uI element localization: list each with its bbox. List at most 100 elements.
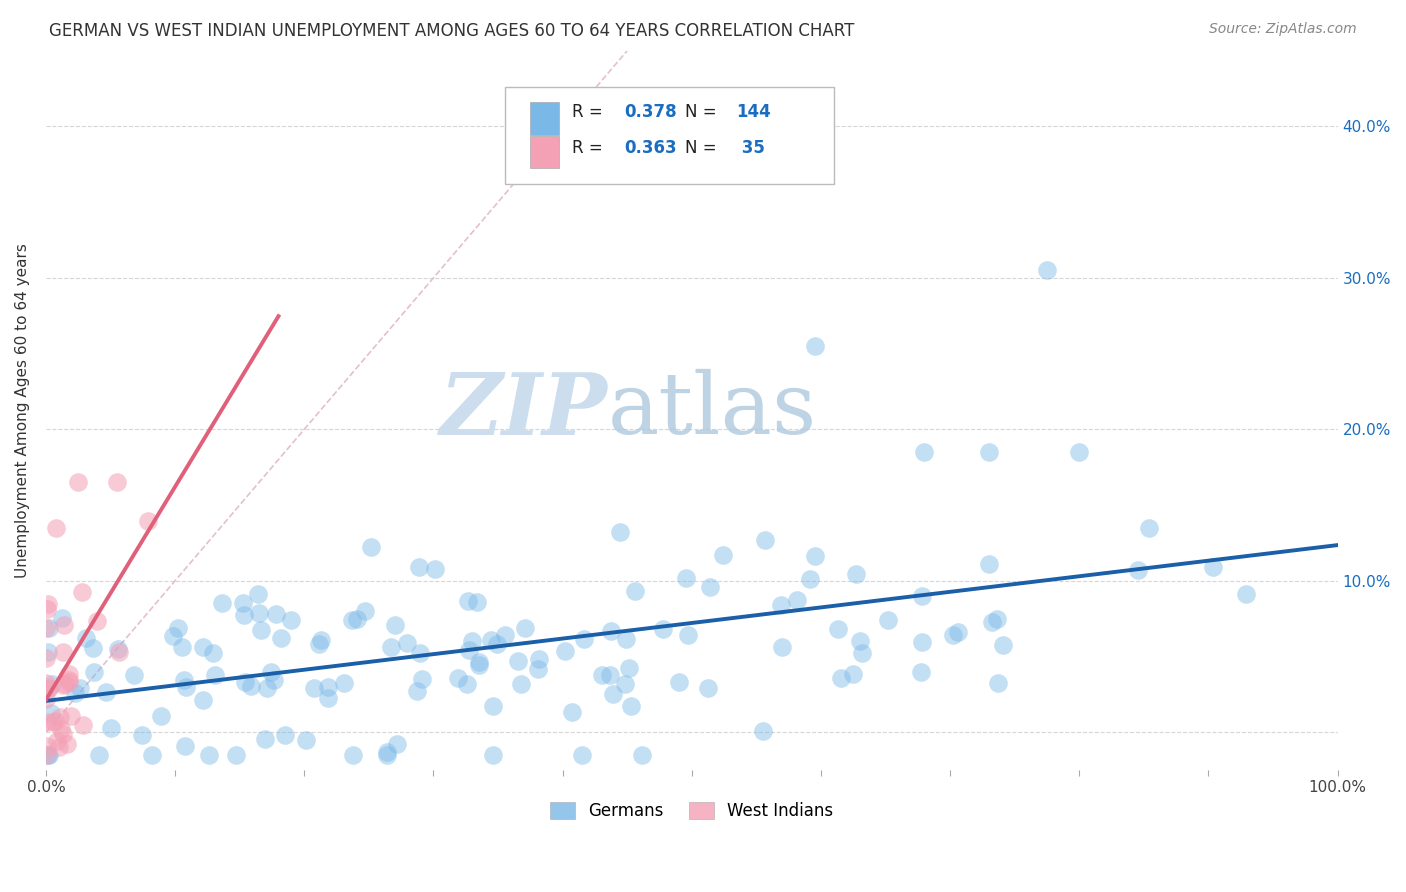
- Point: [198, 747, 221, 762]
- Point: [346, 612, 368, 626]
- Point: [981, 615, 1004, 629]
- Point: [191, 640, 214, 654]
- Point: [48, 710, 70, 724]
- Point: [42, 715, 65, 730]
- Point: [100, 721, 122, 735]
- Point: [53, 677, 76, 691]
- Point: [239, 679, 262, 693]
- FancyBboxPatch shape: [530, 136, 558, 168]
- FancyBboxPatch shape: [505, 87, 834, 184]
- Point: [851, 646, 873, 660]
- Point: [485, 637, 508, 651]
- Text: GERMAN VS WEST INDIAN UNEMPLOYMENT AMONG AGES 60 TO 64 YEARS CORRELATION CHART: GERMAN VS WEST INDIAN UNEMPLOYMENT AMONG…: [49, 22, 855, 40]
- Point: [302, 681, 325, 695]
- Text: Source: ZipAtlas.com: Source: ZipAtlas.com: [1209, 22, 1357, 37]
- Point: [89, 747, 111, 762]
- Point: [316, 690, 339, 705]
- Point: [527, 662, 550, 676]
- Text: 0.378: 0.378: [624, 103, 678, 120]
- Point: [411, 672, 433, 686]
- Point: [385, 737, 408, 751]
- Point: [1137, 520, 1160, 534]
- Point: [35, 739, 58, 754]
- Point: [56, 737, 79, 751]
- Point: [458, 642, 481, 657]
- Point: [247, 606, 270, 620]
- Point: [804, 549, 827, 563]
- Point: [69, 681, 91, 695]
- Point: [333, 675, 356, 690]
- Point: [979, 558, 1001, 572]
- Point: [44, 714, 66, 729]
- Point: [94, 685, 117, 699]
- Text: 0.363: 0.363: [624, 139, 678, 157]
- Point: [294, 732, 316, 747]
- Point: [174, 680, 197, 694]
- Point: [447, 671, 470, 685]
- Point: [910, 665, 932, 679]
- Point: [631, 747, 654, 762]
- Text: atlas: atlas: [607, 368, 817, 452]
- Point: [253, 731, 276, 746]
- Point: [942, 628, 965, 642]
- Point: [465, 595, 488, 609]
- Point: [246, 587, 269, 601]
- Point: [912, 445, 935, 459]
- Point: [911, 590, 934, 604]
- Point: [280, 613, 302, 627]
- Point: [697, 681, 720, 695]
- Point: [572, 632, 595, 646]
- Point: [41, 677, 63, 691]
- Point: [52, 617, 75, 632]
- Legend: Germans, West Indians: Germans, West Indians: [544, 795, 839, 826]
- Point: [554, 644, 576, 658]
- Point: [375, 747, 398, 762]
- Point: [408, 559, 430, 574]
- Point: [668, 674, 690, 689]
- FancyBboxPatch shape: [530, 103, 558, 135]
- Point: [86, 615, 108, 629]
- Point: [827, 623, 849, 637]
- Point: [1128, 563, 1150, 577]
- Point: [131, 728, 153, 742]
- Point: [141, 747, 163, 762]
- Point: [384, 618, 406, 632]
- Point: [482, 698, 505, 713]
- Point: [58, 673, 80, 688]
- Point: [395, 635, 418, 649]
- Point: [977, 445, 1000, 459]
- Point: [51, 678, 73, 692]
- Point: [52, 645, 75, 659]
- Text: R =: R =: [572, 103, 607, 120]
- Point: [624, 583, 647, 598]
- Point: [600, 624, 623, 638]
- Point: [232, 596, 254, 610]
- Point: [948, 624, 970, 639]
- Point: [1036, 263, 1059, 277]
- Point: [51, 722, 73, 736]
- Point: [494, 627, 516, 641]
- Point: [51, 611, 73, 625]
- Point: [987, 676, 1010, 690]
- Text: 35: 35: [735, 139, 765, 157]
- Point: [75, 631, 97, 645]
- Point: [754, 533, 776, 547]
- Point: [35, 675, 58, 690]
- Point: [309, 633, 332, 648]
- Point: [48, 740, 70, 755]
- Point: [845, 567, 868, 582]
- Point: [263, 673, 285, 687]
- Point: [602, 687, 624, 701]
- Point: [613, 677, 636, 691]
- Point: [986, 612, 1008, 626]
- Point: [38, 747, 60, 762]
- Point: [1234, 587, 1257, 601]
- Text: R =: R =: [572, 139, 607, 157]
- Point: [308, 637, 330, 651]
- Point: [676, 628, 699, 642]
- Point: [82, 640, 104, 655]
- Point: [52, 727, 75, 741]
- Point: [675, 571, 697, 585]
- Point: [506, 655, 529, 669]
- Point: [599, 668, 621, 682]
